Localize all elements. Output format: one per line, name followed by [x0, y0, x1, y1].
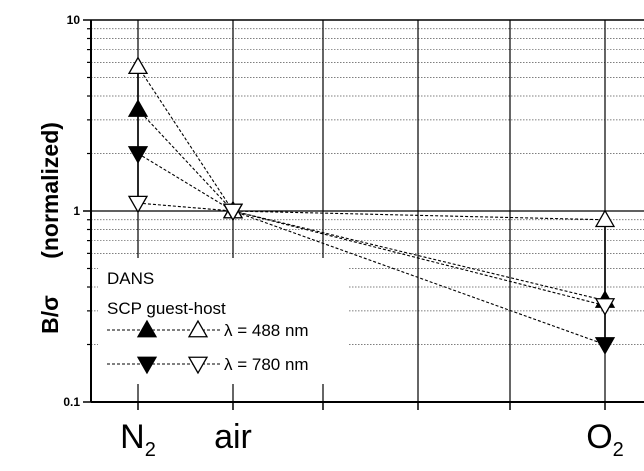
legend-title-line2: SCP guest-host — [107, 299, 226, 318]
x-tick-label-subscript: 2 — [145, 439, 156, 461]
data-point-triangle-up-open — [594, 209, 616, 228]
data-point-triangle-down-open — [222, 203, 244, 222]
y-axis-title: B/σ (normalized) — [37, 122, 63, 334]
legend-background — [98, 258, 348, 384]
x-tick-label: N2 — [120, 418, 156, 461]
data-point-triangle-up-open — [127, 56, 149, 75]
x-tick-label-main: O — [586, 418, 612, 456]
y-tick-label: 1 — [73, 204, 80, 218]
svg-text:B/σ (normalized): B/σ (normalized) — [37, 122, 63, 334]
data-point-triangle-down-open — [127, 195, 149, 214]
x-tick-label-main: N — [120, 418, 145, 456]
data-point-triangle-down-filled — [127, 146, 149, 164]
legend-marker-triangle-up-open — [187, 319, 209, 338]
series-line-triangle-up-filled — [137, 109, 606, 302]
legend-marker-triangle-up-filled — [136, 319, 158, 338]
y-axis-ticks: 0.1 1 10 — [63, 13, 91, 409]
legend-marker-triangle-down-open — [187, 356, 209, 375]
x-tick-label-subscript: 2 — [613, 439, 624, 461]
legend-marker-triangle-down-filled — [136, 356, 158, 375]
y-tick-label: 0.1 — [63, 395, 80, 409]
error-bars — [137, 66, 606, 345]
data-point-triangle-up-filled — [127, 99, 149, 117]
data-point-triangle-down-open — [594, 298, 616, 316]
x-tick-label-main: air — [214, 418, 252, 456]
legend-entry-label: λ = 488 nm — [224, 321, 309, 340]
y-axis-label: B/σ — [37, 295, 63, 334]
x-axis-ticks: N2 air O2 — [120, 402, 624, 461]
legend-box — [98, 258, 348, 384]
x-tick-label: O2 — [586, 418, 624, 461]
data-point-triangle-down-filled — [594, 337, 616, 355]
series-markers — [127, 56, 616, 355]
y-tick-label: 10 — [67, 13, 81, 27]
y-axis-label-suffix: (normalized) — [37, 122, 63, 259]
series-line-triangle-up-open — [137, 66, 606, 221]
legend: DANS SCP guest-host λ = 488 nm λ = 780 nm — [107, 269, 309, 375]
x-tick-label: air — [214, 418, 252, 456]
legend-entry-label: λ = 780 nm — [224, 355, 309, 374]
grid — [91, 20, 644, 402]
legend-title-line1: DANS — [107, 269, 154, 288]
